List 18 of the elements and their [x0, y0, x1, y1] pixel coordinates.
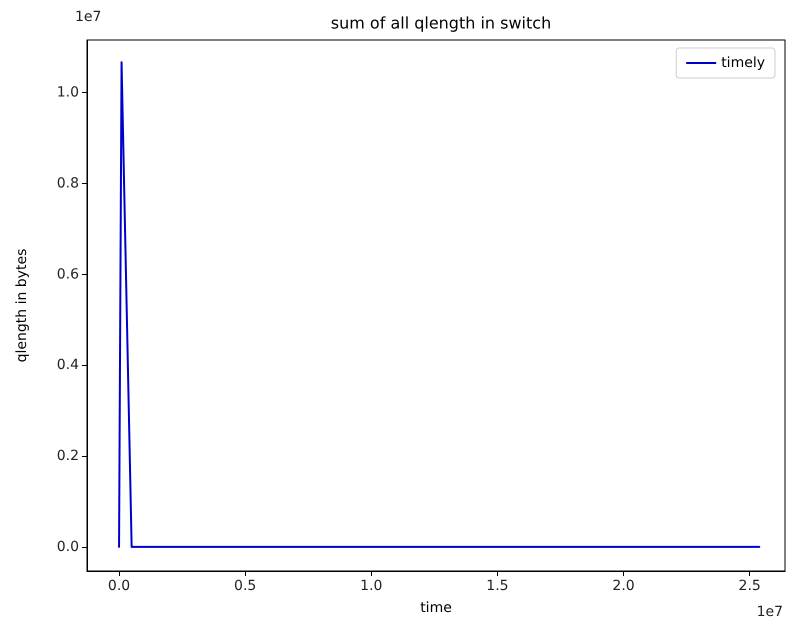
y-tick-label: 0.8	[56, 176, 79, 192]
x-tick-label: 1.0	[360, 578, 382, 594]
text: 1e7	[75, 9, 102, 25]
chart-title: sum of all qlength in switch	[330, 14, 552, 32]
y-axis-title: qlength in bytes	[14, 248, 30, 362]
x-tick-label: 2.0	[612, 578, 635, 594]
x-tick-label: 0.5	[234, 578, 256, 594]
legend-label: timely	[721, 55, 766, 71]
x-tick-label: 1.5	[486, 578, 509, 594]
y-tick-label: 0.2	[56, 448, 79, 464]
x-tick-label: 0.0	[108, 578, 130, 594]
x-tick-label: 2.5	[738, 578, 761, 594]
x-axis-title: time	[420, 600, 452, 616]
y-tick-label: 0.4	[56, 357, 80, 374]
y-tick-label: 0.6	[56, 266, 80, 282]
y-tick-label: 0.0	[56, 538, 79, 555]
y-tick-label: 1.0	[56, 84, 79, 101]
text: 1e7	[756, 604, 784, 620]
